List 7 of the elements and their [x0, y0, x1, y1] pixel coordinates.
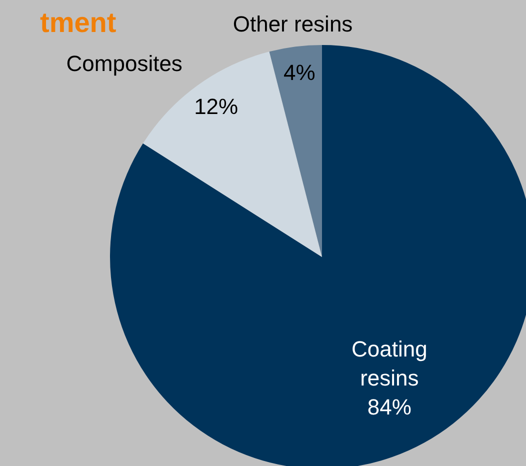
chart-title: tment [40, 7, 116, 39]
slice-label: Coating resins [351, 336, 428, 391]
slice-label: Composites [66, 50, 182, 76]
data-label: 12% [194, 94, 238, 119]
data-label: 84% [367, 394, 412, 420]
data-label: 4% [284, 60, 316, 86]
slice-label: Other resins [232, 12, 353, 37]
